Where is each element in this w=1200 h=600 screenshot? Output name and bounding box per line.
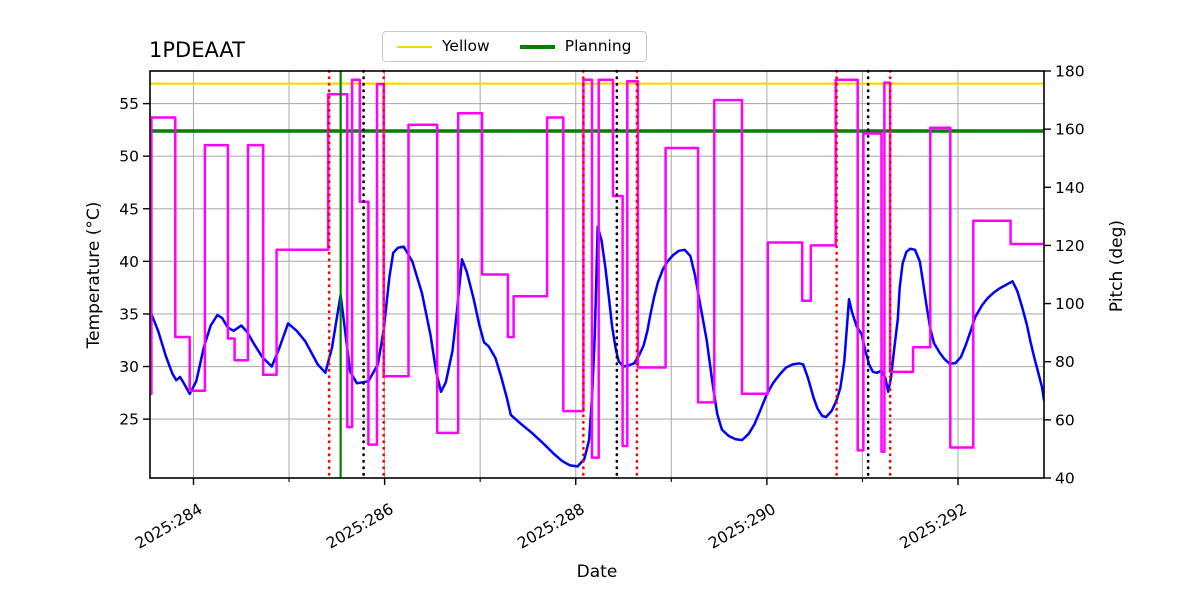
x-tick-label: 2025:288 — [514, 500, 587, 553]
x-axis-label: Date — [577, 562, 618, 582]
y-right-tick-label: 120 — [1055, 237, 1085, 255]
x-tick-label: 2025:290 — [706, 500, 779, 553]
legend-item-planning: Planning — [519, 36, 632, 55]
plot-border — [149, 70, 1045, 479]
x-tick-label: 2025:286 — [323, 500, 396, 553]
temperature-line — [150, 225, 1044, 468]
y-left-tick-label: 30 — [119, 358, 139, 376]
y-left-tick-label: 25 — [119, 411, 139, 429]
data-layer — [150, 78, 1044, 468]
x-tick-label: 2025:292 — [897, 500, 970, 553]
y-right-tick-label: 40 — [1055, 470, 1075, 488]
y-left-tick-label: 35 — [119, 305, 139, 323]
event-lines-layer — [327, 69, 892, 480]
y-axis-label-left: Temperature (°C) — [84, 202, 104, 350]
y-left-tick-label: 55 — [119, 95, 139, 113]
y-right-tick-label: 60 — [1055, 411, 1075, 429]
chart-title: 1PDEAAT — [149, 38, 245, 62]
planning-line-sample-icon — [519, 44, 555, 49]
y-left-tick-label: 40 — [119, 253, 139, 271]
y-right-tick-label: 180 — [1055, 63, 1085, 81]
legend-item-yellow: Yellow — [397, 36, 490, 55]
legend-label-planning: Planning — [564, 36, 632, 55]
legend: Yellow Planning — [382, 31, 647, 62]
y-right-tick-label: 140 — [1055, 179, 1085, 197]
y-left-tick-label: 45 — [119, 200, 139, 218]
y-axis-label-right: Pitch (deg) — [1107, 220, 1127, 312]
y-right-tick-label: 100 — [1055, 295, 1085, 313]
y-right-tick-label: 160 — [1055, 121, 1085, 139]
yellow-line-sample-icon — [397, 45, 432, 48]
y-left-tick-label: 50 — [119, 148, 139, 166]
y-right-tick-label: 80 — [1055, 353, 1075, 371]
legend-label-yellow: Yellow — [442, 36, 490, 55]
limit-lines-layer — [150, 82, 1044, 133]
x-tick-label: 2025:284 — [132, 500, 205, 553]
